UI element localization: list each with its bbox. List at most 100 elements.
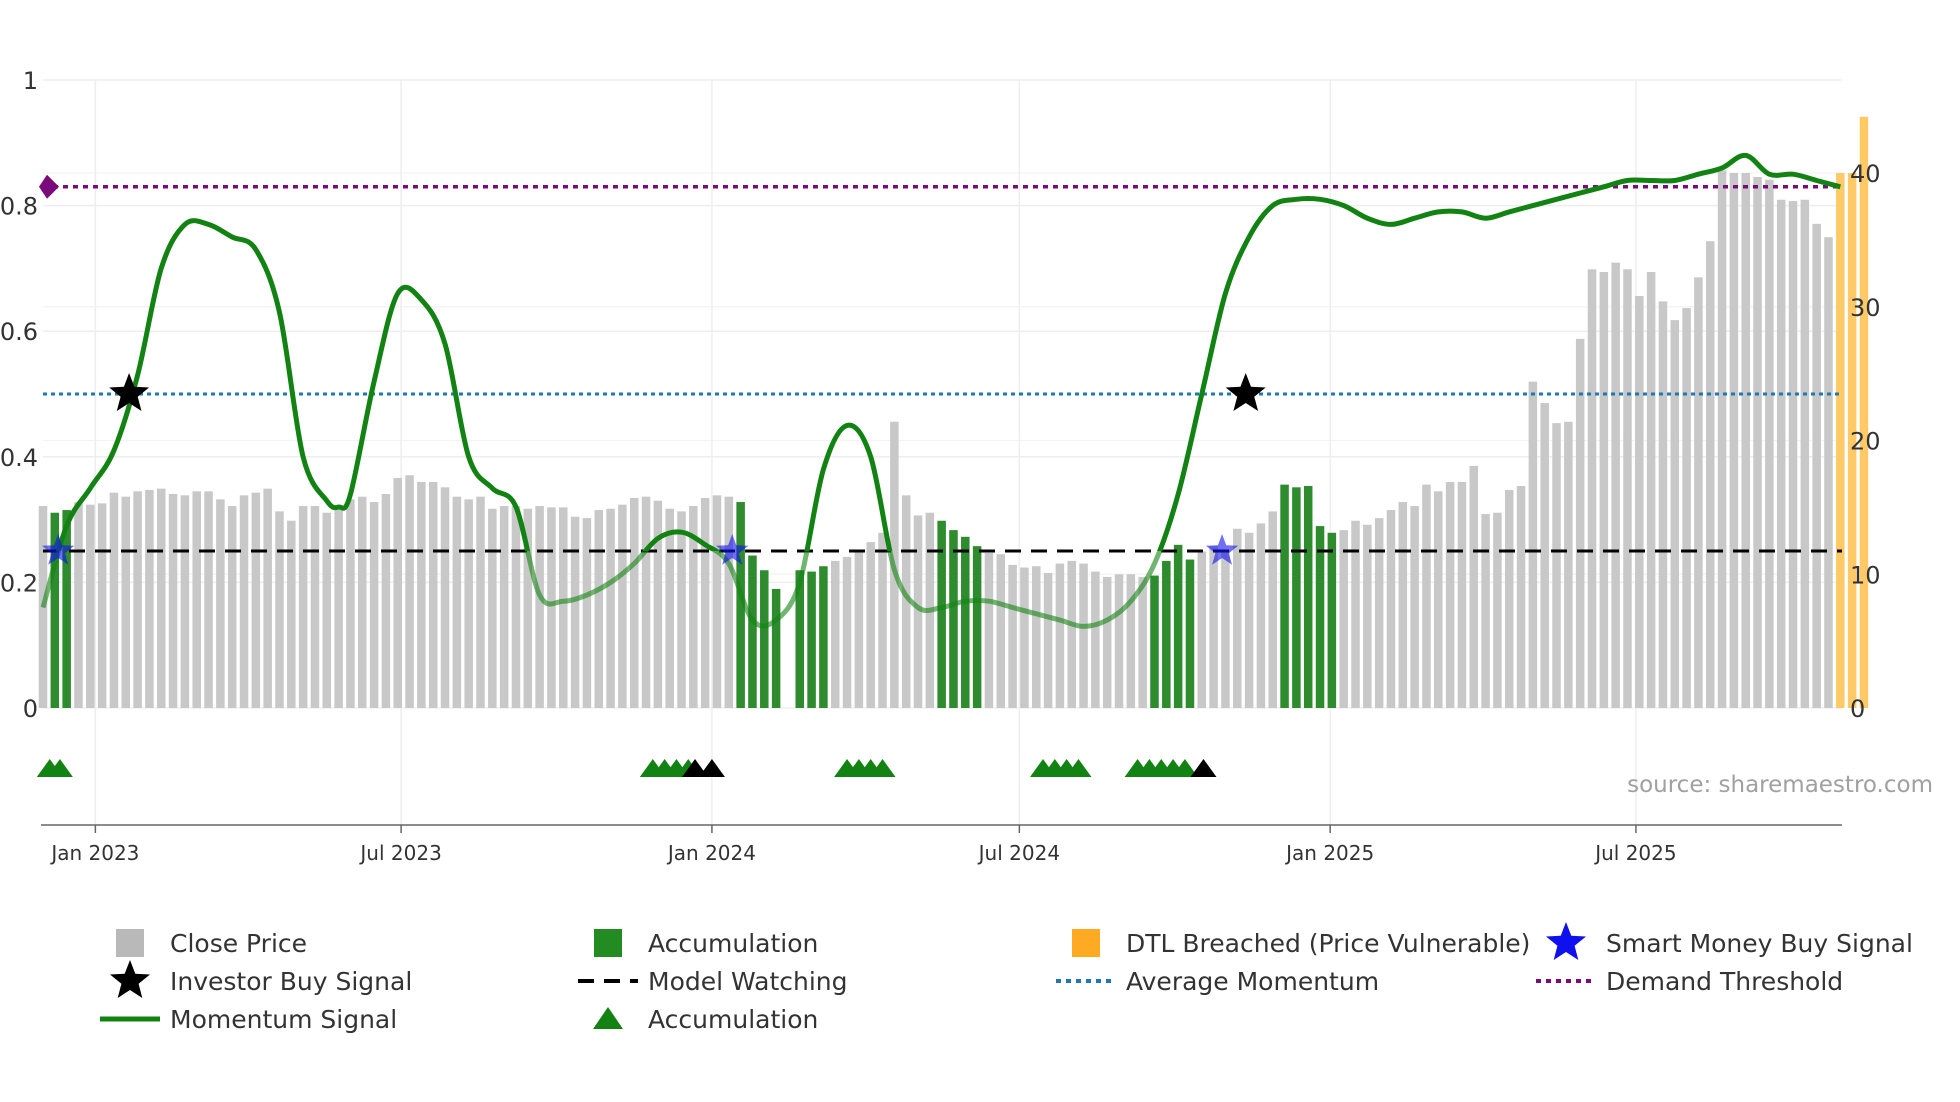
- close-price-bar: [1209, 546, 1218, 708]
- close-price-bar: [1079, 563, 1088, 708]
- legend-swatch-square: [116, 929, 144, 957]
- close-price-bar: [298, 506, 308, 708]
- close-price-bar: [689, 506, 698, 708]
- accumulation-bar: [1162, 560, 1171, 708]
- close-price-bar: [1717, 170, 1727, 708]
- close-price-bar: [1410, 506, 1419, 708]
- close-price-bar: [1493, 512, 1502, 708]
- close-price-bar: [1055, 563, 1065, 708]
- close-price-bar: [1812, 223, 1821, 708]
- accumulation-bar: [62, 510, 71, 708]
- accumulation-bar: [819, 566, 828, 708]
- accumulation-triangle: [1065, 759, 1092, 777]
- close-price-bar: [984, 552, 994, 708]
- accumulation-triangle: [46, 759, 73, 777]
- accumulation-bar: [961, 536, 970, 708]
- legend-swatch-square: [594, 929, 622, 957]
- close-price-bar: [606, 508, 615, 708]
- close-price-bar: [417, 481, 426, 708]
- legend-label: Demand Threshold: [1606, 967, 1843, 996]
- close-price-bar: [1469, 465, 1479, 708]
- left-tick-label: 1: [23, 67, 38, 95]
- close-price-bar: [1067, 560, 1076, 708]
- accumulation-bar: [807, 571, 816, 708]
- momentum-signal-line-weak: [40, 551, 1163, 629]
- accumulation-bar: [748, 555, 757, 708]
- close-price-bar: [1221, 550, 1230, 708]
- accumulation-bar: [1315, 526, 1325, 708]
- right-tick-label: 30: [1850, 294, 1881, 322]
- close-price-bar: [1682, 308, 1691, 708]
- close-price-bar: [854, 550, 864, 708]
- close-price-bar: [97, 503, 107, 708]
- close-price-bar: [145, 489, 154, 708]
- close-price-bar: [830, 560, 840, 708]
- close-price-bar: [1481, 514, 1490, 708]
- close-price-bar: [192, 491, 201, 708]
- legend-swatch-star: [110, 960, 150, 998]
- close-price-bar: [156, 488, 166, 708]
- source-label: source: sharemaestro.com: [1627, 772, 1933, 798]
- left-tick-label: 0.6: [0, 318, 38, 346]
- close-price-bar: [1351, 520, 1360, 708]
- close-price-bar: [842, 556, 852, 708]
- close-price-bar: [1091, 571, 1100, 708]
- close-price-bar: [428, 481, 438, 708]
- close-price-bar: [523, 508, 533, 708]
- close-price-bar: [1008, 564, 1017, 708]
- close-price-bar: [1741, 173, 1750, 708]
- legend-label: Model Watching: [648, 967, 848, 996]
- accumulation-bar: [795, 570, 805, 708]
- close-price-bar: [393, 477, 402, 708]
- close-price-bar: [1587, 269, 1597, 708]
- close-price-bar: [1694, 277, 1703, 708]
- legend-item: Smart Money Buy Signal: [1546, 922, 1913, 960]
- close-price-bar: [322, 512, 332, 708]
- close-price-bar: [559, 507, 568, 708]
- close-price-bar: [901, 495, 911, 708]
- close-price-bar: [1374, 518, 1384, 708]
- close-price-bar: [239, 495, 249, 708]
- close-price-bar: [1020, 567, 1029, 708]
- close-price-bar: [476, 496, 485, 708]
- close-price-bar: [1126, 574, 1136, 708]
- close-price-bar: [1363, 524, 1372, 708]
- legend-label: Accumulation: [648, 929, 818, 958]
- close-price-bar: [712, 495, 722, 708]
- close-price-bar: [878, 532, 887, 708]
- close-price-bar: [594, 510, 604, 708]
- close-price-bar: [1611, 262, 1620, 708]
- close-price-bar: [204, 491, 213, 708]
- close-price-bar: [358, 496, 367, 708]
- close-price-bar: [440, 487, 450, 708]
- close-price-bar: [1575, 338, 1585, 708]
- close-price-bar: [369, 502, 379, 708]
- close-price-bar: [511, 506, 521, 708]
- x-tick-label: Jul 2023: [358, 841, 441, 865]
- close-price-bar: [1516, 485, 1526, 708]
- close-price-bar: [251, 492, 261, 708]
- accumulation-triangle: [1190, 759, 1217, 777]
- close-price-bar: [464, 499, 473, 708]
- left-tick-label: 0.8: [0, 193, 38, 221]
- accumulation-bar: [972, 546, 982, 708]
- close-price-bar: [1635, 296, 1644, 708]
- close-price-bar: [109, 492, 119, 708]
- close-price-bar: [913, 515, 923, 708]
- close-price-bar: [1705, 241, 1715, 708]
- legend-swatch-triangle: [593, 1007, 623, 1029]
- accumulation-triangle: [698, 759, 725, 777]
- accumulation-triangle: [682, 759, 709, 777]
- legend: Close Price Accumulation DTL Breached (Pri…: [100, 922, 1913, 1034]
- x-tick-label: Jan 2024: [666, 841, 756, 865]
- right-tick-label: 20: [1850, 428, 1881, 456]
- close-price-bar: [1552, 423, 1561, 708]
- close-price-bar: [1753, 177, 1762, 708]
- demand-threshold-marker: [39, 174, 59, 199]
- dtl-breached-bar: [1859, 116, 1869, 708]
- x-tick-label: Jul 2024: [977, 841, 1060, 865]
- close-price-bar: [1197, 551, 1207, 708]
- accumulation-bar: [771, 588, 781, 708]
- close-price-bar: [535, 506, 544, 708]
